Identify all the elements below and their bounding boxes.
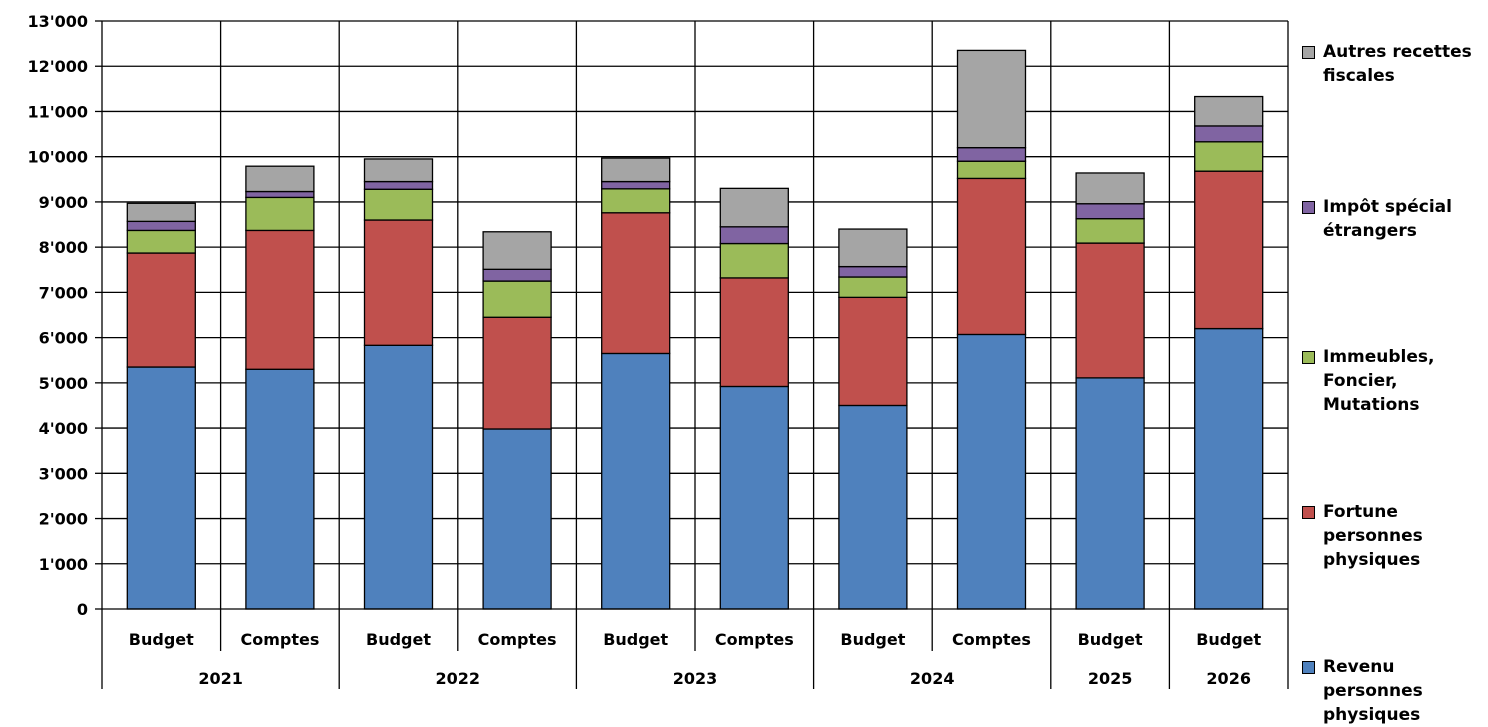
bar-segment [365,189,433,220]
legend-label: Autres recettes fiscales [1323,40,1488,88]
bar-segment [958,161,1026,178]
bar-segment [958,148,1026,162]
bar-segment [1076,204,1144,219]
bar-segment [1195,97,1263,126]
bar-segment [720,386,788,609]
x-group-label: 2026 [1206,669,1251,688]
legend-item: Autres recettes fiscales [1302,40,1488,88]
y-tick-label: 4'000 [39,419,88,438]
y-tick-label: 8'000 [39,238,88,257]
bar-segment [839,297,907,405]
bar-segment [127,203,195,221]
y-tick-label: 7'000 [39,283,88,302]
bar-segment [483,281,551,317]
bar-segment [127,230,195,253]
bar-segment [246,230,314,369]
bar-segment [958,50,1026,147]
x-group-label: 2021 [198,669,243,688]
bar-segment [602,182,670,189]
bar-segment [246,166,314,191]
bar-segment [958,334,1026,609]
legend-swatch [1302,351,1315,364]
bar-segment [839,267,907,277]
bar-segment [365,220,433,345]
y-tick-label: 11'000 [27,102,88,121]
x-category-label: Budget [603,630,668,649]
legend-swatch [1302,201,1315,214]
legend-item: Impôt spécial étrangers [1302,195,1488,243]
bar-segment [246,369,314,609]
bar-segment [1076,378,1144,609]
bar-segment [365,182,433,190]
bar-segment [602,213,670,354]
x-group-label: 2024 [910,669,955,688]
x-category-label: Budget [840,630,905,649]
y-tick-label: 0 [77,600,88,619]
x-category-label: Budget [366,630,431,649]
bar-segment [483,429,551,609]
bar-segment [483,317,551,429]
bar-segment [839,277,907,297]
legend-item: Immeubles, Foncier, Mutations [1302,345,1488,417]
bar-segment [483,232,551,270]
legend-label: Impôt spécial étrangers [1323,195,1488,243]
x-category-label: Budget [1196,630,1261,649]
bar-segment [839,405,907,609]
legend-item: Revenu personnes physiques [1302,655,1488,727]
x-category-label: Comptes [952,630,1031,649]
x-group-label: 2022 [436,669,481,688]
legend-label: Revenu personnes physiques [1323,655,1488,727]
bar-segment [602,353,670,609]
legend-swatch [1302,506,1315,519]
bar-segment [1195,329,1263,609]
stacked-bar-chart: 0 1'000 2'000 3'000 4'000 5'000 6'000 7'000 8'00… [0,0,1300,722]
bar-segment [1195,126,1263,142]
y-tick-label: 1'000 [39,555,88,574]
legend-item: Fortune personnes physiques [1302,500,1488,572]
bar-segment [127,253,195,367]
bar-segment [127,221,195,230]
bar-segment [720,244,788,278]
bar-segment [483,269,551,281]
bar-segment [365,159,433,182]
bar-segment [839,229,907,267]
bar-segment [1076,219,1144,243]
bar-segment [246,192,314,198]
bar-segment [720,278,788,387]
bar-segment [602,189,670,213]
y-tick-label: 5'000 [39,374,88,393]
x-category-label: Budget [1078,630,1143,649]
y-tick-label: 6'000 [39,329,88,348]
bar-segment [365,345,433,609]
x-category-label: Comptes [240,630,319,649]
y-tick-label: 3'000 [39,464,88,483]
x-category-label: Comptes [478,630,557,649]
legend-swatch [1302,661,1315,674]
bar-segment [127,367,195,609]
legend: Autres recettes fiscales Impôt spécial ét… [1302,0,1488,722]
x-category-label: Comptes [715,630,794,649]
bar-segment [958,178,1026,334]
y-tick-label: 10'000 [27,148,88,167]
y-tick-label: 12'000 [27,57,88,76]
y-tick-label: 13'000 [27,12,88,31]
x-group-label: 2023 [673,669,718,688]
bar-segment [1195,171,1263,328]
y-tick-label: 9'000 [39,193,88,212]
bar-segment [1195,142,1263,171]
bar-segment [1076,173,1144,204]
legend-label: Fortune personnes physiques [1323,500,1488,572]
legend-label: Immeubles, Foncier, Mutations [1323,345,1488,417]
bar-segment [602,158,670,182]
y-tick-label: 2'000 [39,510,88,529]
x-group-label: 2025 [1088,669,1133,688]
bar-segment [246,197,314,230]
bar-segment [720,227,788,244]
x-category-label: Budget [129,630,194,649]
bar-segment [1076,243,1144,378]
legend-swatch [1302,46,1315,59]
bar-segment [720,188,788,226]
